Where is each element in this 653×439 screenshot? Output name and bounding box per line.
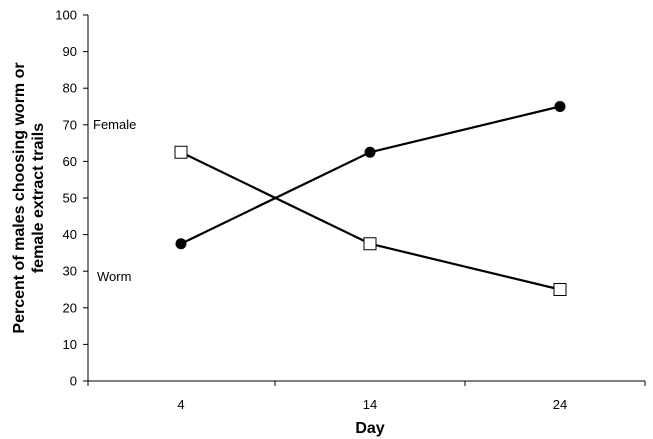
annotation-female: Female: [93, 117, 136, 132]
x-axis-title: Day: [355, 420, 384, 437]
y-axis-title-line2: female extract trails: [30, 123, 47, 273]
data-point-circle: [554, 101, 566, 112]
data-point-circle: [364, 146, 376, 158]
series-line-filled-circle: [180, 105, 561, 245]
series-line-open-square: [180, 151, 561, 291]
x-axis: 4 14 24: [87, 380, 646, 412]
y-tick-label: 40: [63, 227, 77, 242]
x-tick-label: 4: [177, 397, 184, 412]
data-point-square: [363, 237, 377, 251]
y-tick-label: 90: [63, 44, 77, 59]
y-axis-title: Percent of males choosing worm or female…: [11, 62, 47, 333]
series-lines: [180, 105, 561, 291]
y-tick-label: 50: [63, 191, 77, 206]
data-point-square: [174, 145, 188, 159]
data-point-square: [553, 283, 567, 296]
y-tick-label: 70: [63, 117, 77, 132]
x-tick-label: 14: [363, 397, 377, 412]
y-tick-label: 10: [63, 337, 77, 352]
data-point-circle: [175, 238, 187, 250]
y-tick-label: 100: [55, 8, 77, 23]
y-tick-label: 30: [63, 264, 77, 279]
y-axis: 0 10 20 30 40 50 60 70 80 90 100: [55, 8, 89, 389]
y-tick-label: 20: [63, 300, 77, 315]
y-tick-label: 60: [63, 154, 77, 169]
y-tick-label: 80: [63, 81, 77, 96]
annotation-worm: Worm: [97, 269, 131, 284]
series-markers: [174, 101, 567, 296]
x-tick-label: 24: [553, 397, 567, 412]
y-axis-title-line1: Percent of males choosing worm or: [11, 62, 28, 333]
y-tick-label: 0: [70, 374, 77, 389]
